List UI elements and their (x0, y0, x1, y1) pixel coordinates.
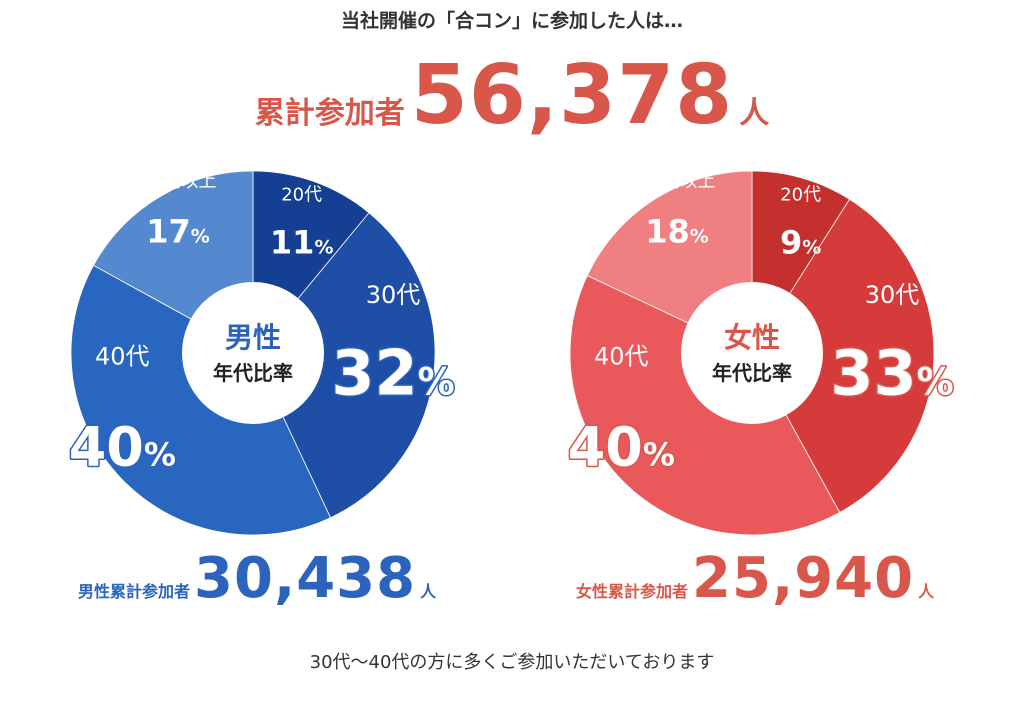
male-center-title: 男性 (225, 321, 281, 354)
female-slice-3-value: 40% (568, 415, 675, 478)
male-slice-3-value: 40% (69, 415, 176, 478)
male-count-label: 男性累計参加者 (78, 582, 191, 601)
male-slice-2-label: 30代 (366, 281, 421, 309)
total-value: 56,378 (410, 48, 734, 143)
female-slice-2 (751, 198, 935, 514)
female-count: 女性累計参加者25,940 人 (576, 546, 934, 611)
female-slice-1-value: 9% (780, 224, 821, 262)
total-participants: 累計参加者56,378 人 (0, 48, 1024, 143)
female-count-value: 25,940 (692, 546, 915, 611)
female-slice-2-value: 33% (830, 337, 953, 410)
male-count-unit: 人 (420, 582, 437, 601)
male-center-circle (182, 282, 324, 424)
total-label: 累計参加者 (254, 96, 405, 131)
footer-note: 30代〜40代の方に多くご参加いただいております (309, 652, 715, 673)
male-count: 男性累計参加者30,438 人 (78, 546, 436, 611)
male-slice-4-label: 50代以上 (140, 171, 217, 192)
intro-text: 当社開催の「合コン」に参加した人は… (340, 10, 683, 32)
female-slice-4-label: 50代以上 (639, 171, 716, 192)
male-slice-1-label: 20代 (281, 185, 322, 206)
female-count-unit: 人 (918, 582, 935, 601)
female-count-label: 女性累計参加者 (576, 582, 689, 601)
total-unit: 人 (739, 96, 770, 131)
female-slice-1-label: 20代 (780, 185, 821, 206)
female-slice-3-label: 40代 (594, 343, 649, 371)
male-slice-3-label: 40代 (95, 343, 150, 371)
female-center-subtitle: 年代比率 (712, 361, 792, 385)
female-center-title: 女性 (724, 321, 780, 354)
male-slice-2-value: 32% (331, 337, 454, 410)
male-slice-2 (252, 212, 436, 519)
male-count-value: 30,438 (194, 546, 417, 611)
female-slice-4-value: 18% (645, 212, 709, 250)
female-center-circle (681, 282, 823, 424)
male-slice-4-value: 17% (146, 212, 210, 250)
male-slice-1-value: 11% (270, 224, 334, 262)
female-slice-2-label: 30代 (865, 281, 920, 309)
male-center-subtitle: 年代比率 (213, 361, 293, 385)
